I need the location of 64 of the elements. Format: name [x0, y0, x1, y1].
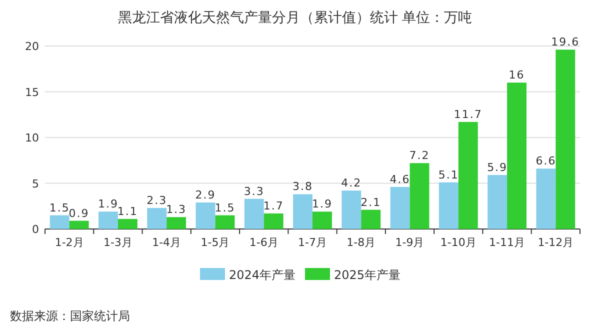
x-tick-label: 1-2月 [54, 236, 84, 249]
data-label: 1.7 [263, 199, 284, 212]
bar [196, 202, 216, 229]
x-tick-label: 1-7月 [298, 236, 327, 249]
x-tick-label: 1-8月 [346, 236, 376, 249]
y-tick-label: 10 [25, 132, 39, 144]
bar [98, 212, 118, 229]
data-label: 2.3 [146, 194, 168, 207]
bar [488, 175, 508, 229]
y-tick-label: 0 [32, 223, 39, 236]
chart-title: 黑龙江省液化天然气产量分月（累计值）统计 单位：万吨 [118, 10, 472, 26]
x-tick-label: 1-4月 [152, 236, 182, 249]
x-tick-label: 1-5月 [200, 236, 230, 249]
x-tick-label: 1-10月 [440, 236, 476, 249]
y-tick-label: 20 [25, 40, 39, 53]
data-label: 1.9 [98, 198, 118, 211]
legend-label: 2025年产量 [334, 268, 401, 282]
bar [264, 213, 284, 229]
data-label: 1.1 [117, 204, 138, 218]
bar [50, 215, 70, 229]
bar [390, 186, 410, 229]
y-tick-label: 5 [32, 177, 39, 190]
bar [312, 212, 332, 229]
bar [438, 182, 458, 229]
bar [556, 50, 576, 229]
bar [507, 82, 526, 229]
data-label: 11.7 [454, 108, 482, 121]
bar [536, 168, 556, 229]
data-label: 1.5 [214, 201, 236, 214]
y-tick-label: 15 [25, 86, 39, 99]
bar [293, 194, 312, 229]
data-label: 2.1 [360, 196, 382, 209]
data-label: 0.9 [68, 206, 90, 220]
data-label: 6.6 [536, 154, 556, 168]
data-label: 1.3 [166, 203, 187, 216]
data-label: 4.6 [390, 172, 410, 186]
data-label: 1.9 [312, 198, 332, 211]
legend-label: 2024年产量 [229, 268, 296, 282]
data-label: 7.2 [409, 149, 430, 162]
x-tick-label: 1-6月 [249, 236, 278, 249]
data-label: 3.8 [292, 180, 314, 194]
bar [215, 215, 235, 229]
x-tick-label: 1-3月 [103, 236, 132, 249]
data-label: 5.1 [438, 168, 459, 182]
source-note: 数据来源：国家统计局 [10, 309, 130, 323]
bar [118, 218, 138, 229]
data-label: 16 [508, 68, 525, 82]
bar [342, 190, 362, 229]
data-label: 4.2 [341, 176, 362, 190]
bar [458, 122, 478, 229]
x-tick-label: 1-12月 [538, 236, 574, 249]
bar [244, 198, 264, 229]
bar [69, 220, 89, 229]
data-label: 2.9 [195, 188, 216, 202]
data-label: 1.5 [49, 201, 70, 214]
data-label: 5.9 [487, 161, 508, 174]
x-tick-label: 1-11月 [489, 236, 526, 249]
bar [361, 210, 381, 229]
bar [147, 208, 167, 229]
bar [166, 217, 186, 229]
bar [410, 163, 430, 229]
x-tick-label: 1-9月 [395, 236, 424, 249]
data-label: 19.6 [551, 36, 580, 49]
data-label: 3.3 [244, 184, 264, 198]
